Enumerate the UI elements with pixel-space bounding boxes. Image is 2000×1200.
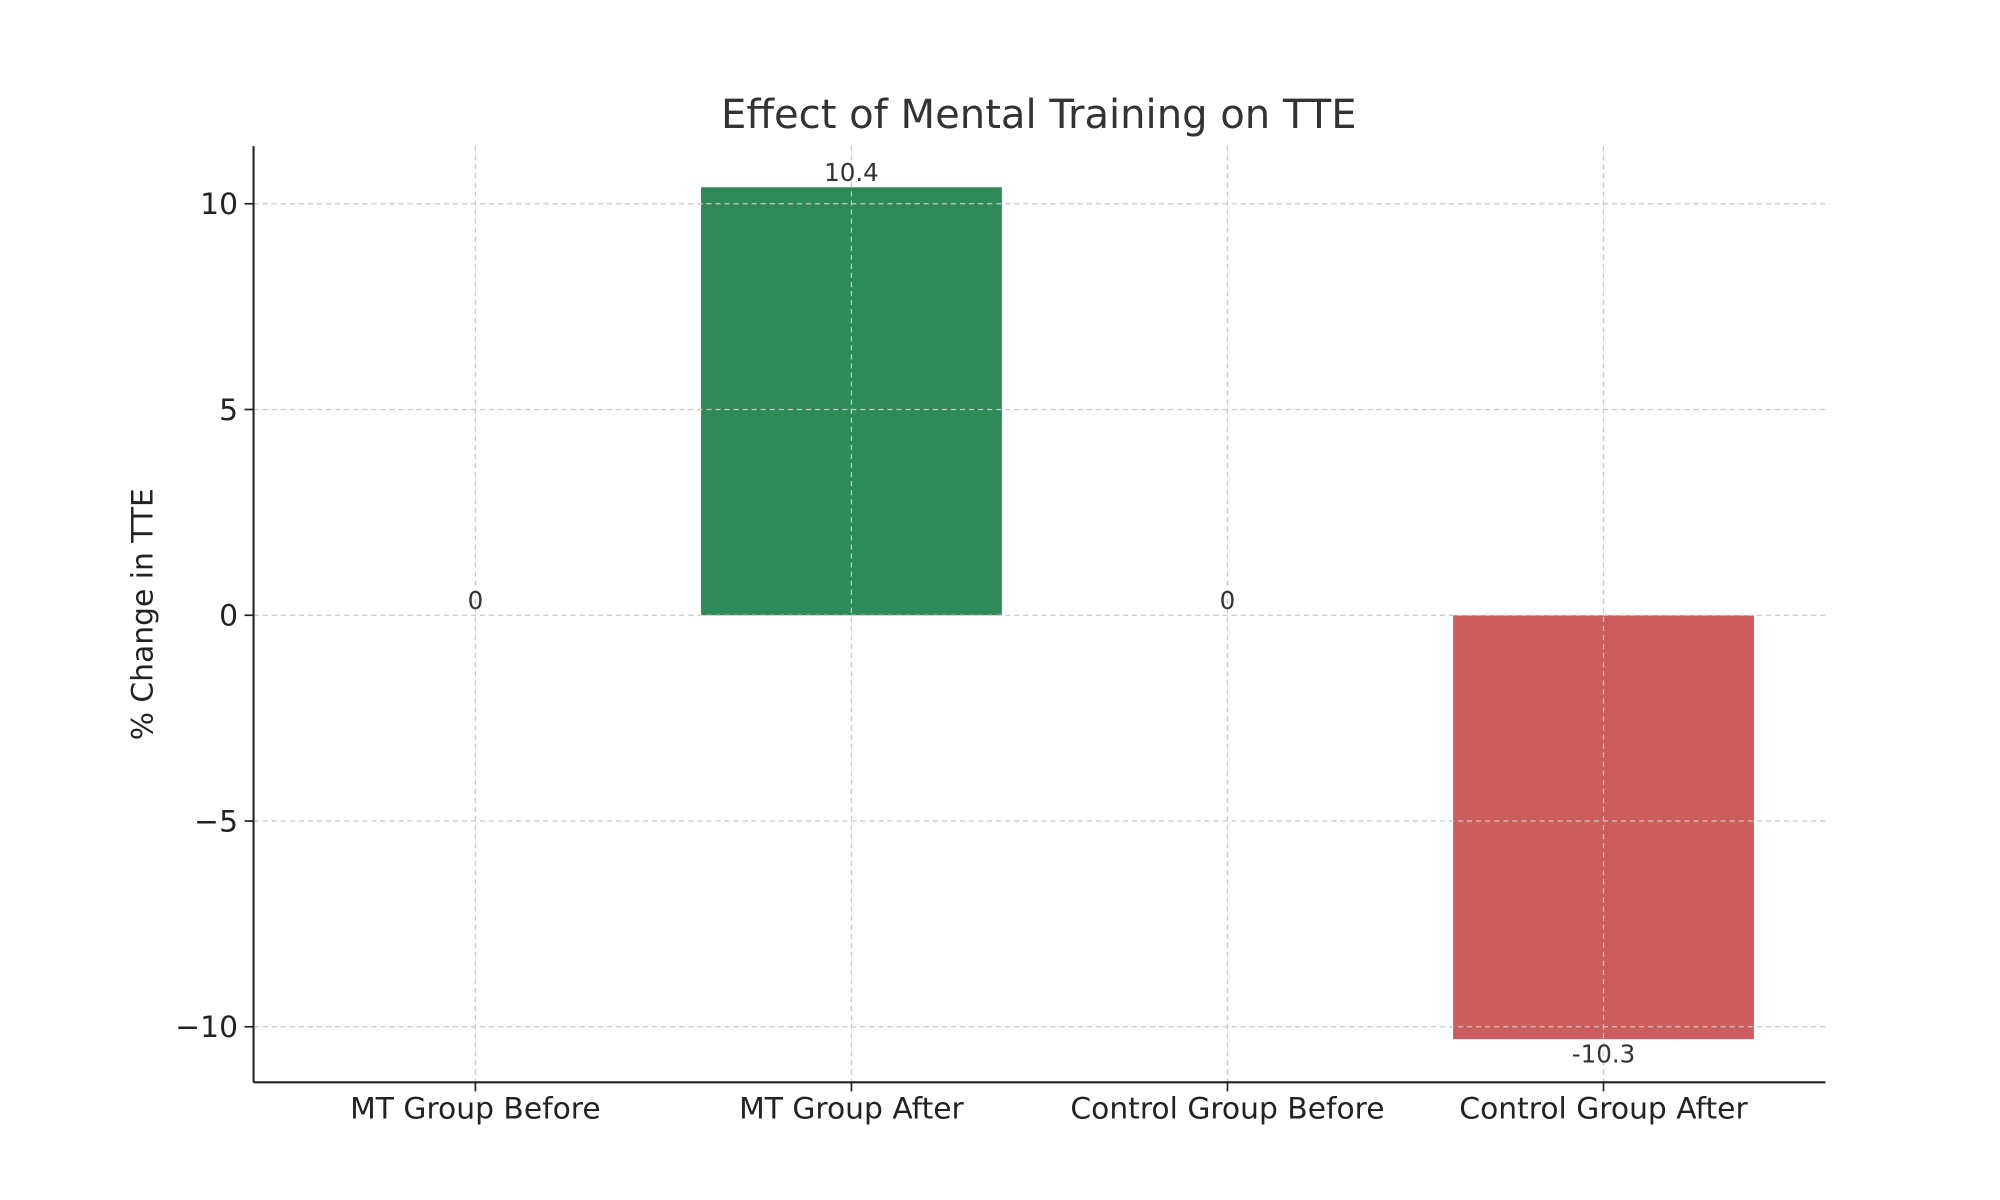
x-tick-label: MT Group After xyxy=(739,1092,964,1127)
y-tick-label: −10 xyxy=(175,1010,238,1045)
x-tick-label: MT Group Before xyxy=(350,1092,601,1127)
x-ticks: MT Group Before MT Group After Control Gro… xyxy=(350,1082,1748,1127)
x-tick-label: Control Group After xyxy=(1459,1092,1748,1127)
x-tick-label: Control Group Before xyxy=(1070,1092,1384,1127)
data-label: 10.4 xyxy=(824,158,879,187)
y-tick-label: 5 xyxy=(219,393,238,428)
y-ticks: −10 −5 0 5 10 xyxy=(175,187,254,1045)
data-labels: 0 10.4 0 -10.3 xyxy=(468,158,1636,1069)
y-axis-label: % Change in TTE xyxy=(126,488,161,740)
data-label: -10.3 xyxy=(1572,1039,1636,1068)
y-tick-label: −5 xyxy=(194,804,238,839)
data-label: 0 xyxy=(1220,586,1236,615)
chart-title: Effect of Mental Training on TTE xyxy=(721,92,1356,138)
grid xyxy=(253,146,1826,1083)
y-tick-label: 0 xyxy=(219,599,238,634)
data-label: 0 xyxy=(468,586,484,615)
y-tick-label: 10 xyxy=(200,187,238,222)
